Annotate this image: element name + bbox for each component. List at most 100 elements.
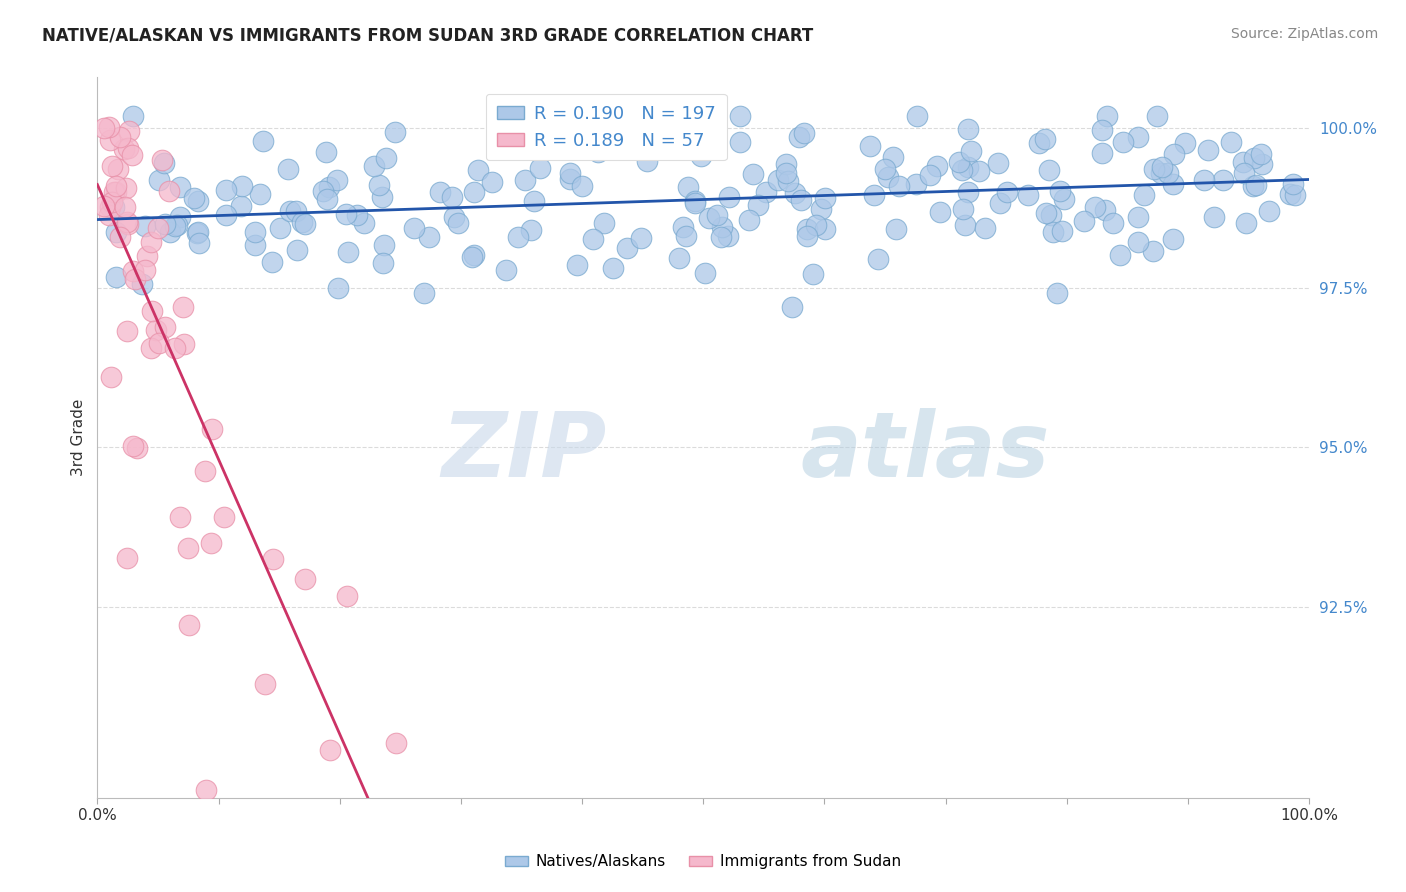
Point xyxy=(711,219,734,234)
Point xyxy=(93,121,115,136)
Point xyxy=(101,159,124,173)
Point xyxy=(201,422,224,436)
Point xyxy=(1050,224,1073,238)
Legend: R = 0.190   N = 197, R = 0.189   N = 57: R = 0.190 N = 197, R = 0.189 N = 57 xyxy=(485,94,727,161)
Point xyxy=(793,126,815,140)
Point xyxy=(1091,123,1114,137)
Point xyxy=(187,225,209,239)
Point xyxy=(318,180,340,194)
Point xyxy=(131,277,153,291)
Point xyxy=(710,230,733,244)
Point xyxy=(413,285,436,300)
Point xyxy=(1163,147,1185,161)
Point xyxy=(717,190,740,204)
Point xyxy=(328,281,350,295)
Point xyxy=(1250,156,1272,170)
Point xyxy=(107,162,129,177)
Point xyxy=(124,271,146,285)
Point xyxy=(1157,166,1180,180)
Point xyxy=(98,120,121,134)
Point xyxy=(950,163,973,178)
Point xyxy=(1042,225,1064,239)
Point xyxy=(626,109,648,123)
Point xyxy=(1033,131,1056,145)
Point xyxy=(335,207,357,221)
Point xyxy=(1128,210,1150,224)
Point xyxy=(1149,166,1171,180)
Point xyxy=(463,248,485,262)
Point xyxy=(294,572,316,586)
Point xyxy=(194,464,217,478)
Point xyxy=(157,184,180,198)
Point xyxy=(571,178,593,193)
Point xyxy=(907,109,929,123)
Point xyxy=(706,208,728,222)
Point xyxy=(776,174,799,188)
Point xyxy=(294,218,316,232)
Point xyxy=(567,259,589,273)
Point xyxy=(117,141,139,155)
Point xyxy=(319,742,342,756)
Point xyxy=(636,154,658,169)
Point xyxy=(277,162,299,177)
Point xyxy=(581,232,603,246)
Point xyxy=(114,200,136,214)
Point xyxy=(1049,184,1071,198)
Point xyxy=(159,225,181,239)
Point xyxy=(105,185,128,199)
Point xyxy=(249,187,271,202)
Point xyxy=(616,241,638,255)
Point xyxy=(336,589,359,603)
Point xyxy=(952,202,974,216)
Point xyxy=(1073,214,1095,228)
Point xyxy=(602,261,624,276)
Point xyxy=(1146,109,1168,123)
Point xyxy=(141,341,163,355)
Point xyxy=(1102,217,1125,231)
Point xyxy=(214,509,236,524)
Point xyxy=(429,185,451,199)
Point xyxy=(316,192,339,206)
Point xyxy=(115,215,138,229)
Point xyxy=(1284,187,1306,202)
Point xyxy=(371,190,394,204)
Point xyxy=(1052,192,1074,206)
Point xyxy=(385,735,408,749)
Point xyxy=(747,197,769,211)
Point xyxy=(103,200,125,214)
Point xyxy=(1094,203,1116,218)
Point xyxy=(98,132,121,146)
Point xyxy=(447,216,470,230)
Point xyxy=(153,156,176,170)
Point xyxy=(523,194,546,208)
Point xyxy=(1046,285,1069,300)
Point xyxy=(668,251,690,265)
Point xyxy=(775,166,797,180)
Point xyxy=(363,159,385,173)
Point xyxy=(957,161,980,175)
Point xyxy=(105,178,128,193)
Point xyxy=(766,173,789,187)
Point xyxy=(1035,206,1057,220)
Point xyxy=(690,149,713,163)
Point xyxy=(863,187,886,202)
Point xyxy=(245,238,267,252)
Point xyxy=(269,221,291,235)
Point xyxy=(117,217,139,231)
Point xyxy=(515,172,537,186)
Point xyxy=(678,180,700,194)
Point xyxy=(139,235,162,249)
Point xyxy=(630,231,652,245)
Point xyxy=(254,677,277,691)
Point xyxy=(560,172,582,186)
Point xyxy=(368,178,391,192)
Point xyxy=(697,211,720,226)
Point xyxy=(782,300,804,314)
Point xyxy=(695,266,717,280)
Point xyxy=(1126,130,1149,145)
Point xyxy=(884,221,907,235)
Point xyxy=(325,173,347,187)
Point xyxy=(1091,146,1114,161)
Point xyxy=(875,161,897,176)
Point xyxy=(796,221,818,235)
